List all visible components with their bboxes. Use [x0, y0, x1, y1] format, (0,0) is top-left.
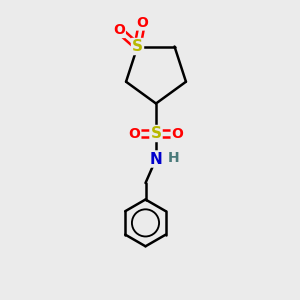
Text: S: S: [151, 126, 161, 141]
Text: N: N: [150, 152, 162, 166]
Text: S: S: [132, 39, 143, 54]
Text: O: O: [172, 127, 184, 140]
Text: H: H: [168, 151, 180, 164]
Text: O: O: [128, 127, 140, 140]
Text: O: O: [136, 16, 148, 29]
Text: O: O: [113, 23, 125, 37]
